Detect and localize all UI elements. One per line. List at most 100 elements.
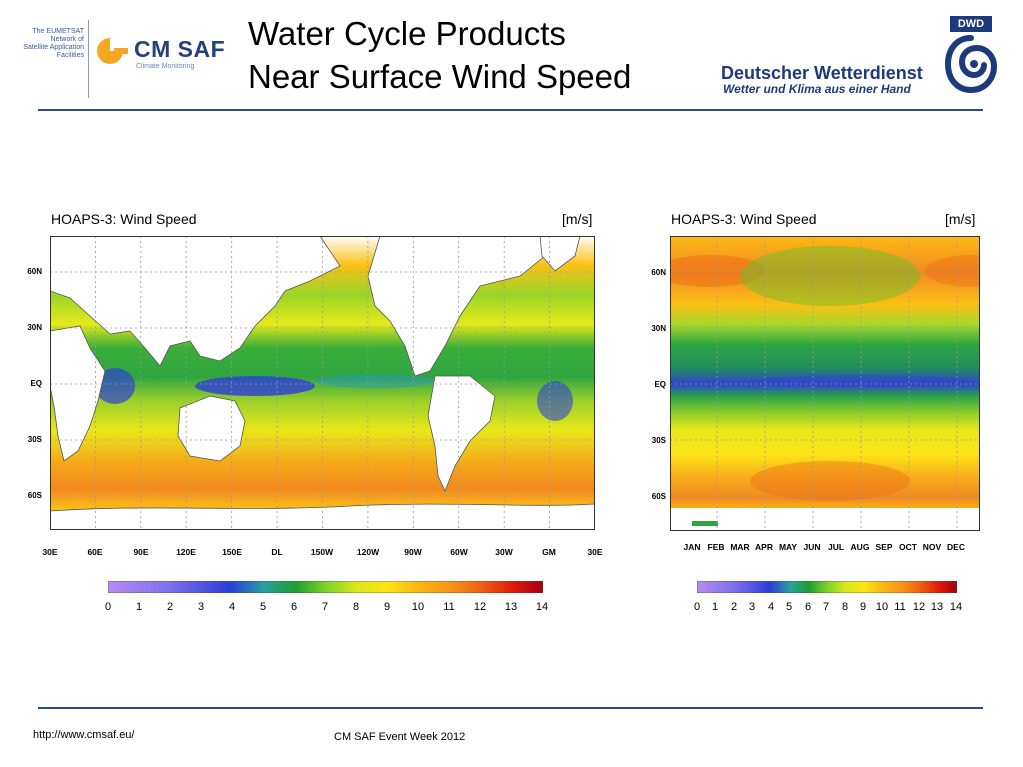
left-lon-label: 90W [404,547,422,557]
month-label: JUL [827,542,845,552]
right-colorbar-tick: 1 [711,601,719,613]
right-lat-label: 60S [651,492,666,501]
right-lat-label: EQ [654,380,666,389]
dwd-slogan: Wetter und Klima aus einer Hand [723,82,911,96]
right-colorbar-tick: 13 [930,601,944,613]
low-wind-patch [537,381,573,421]
month-label: JUN [803,542,821,552]
left-colorbar-tick: 7 [321,601,329,613]
left-map-plot [50,236,595,530]
left-colorbar-tick: 4 [228,601,236,613]
seasonal-high-wind [750,461,910,501]
right-plot-unit: [m/s] [945,211,976,227]
left-colorbar-tick: 5 [259,601,267,613]
month-label: AUG [850,542,870,552]
eumetsat-line: Satellite Application [23,44,84,51]
month-label: DEC [947,542,965,552]
left-plot-title: HOAPS-3: Wind Speed [51,211,197,227]
left-lon-label: DL [271,547,283,557]
month-label: FEB [707,542,725,552]
right-colorbar-tick: 11 [894,601,906,613]
left-colorbar-tick: 11 [443,601,455,613]
right-plot-title: HOAPS-3: Wind Speed [671,211,817,227]
right-colorbar-tick: 8 [841,601,849,613]
month-label: OCT [899,542,917,552]
footer-url-link[interactable]: http://www.cmsaf.eu/ [33,729,135,741]
cmsaf-logo-subtext: Climate Monitoring [136,63,195,70]
footer-rule [38,707,983,709]
dwd-name: Deutscher Wetterdienst [721,63,923,83]
left-colorbar-tick: 8 [352,601,360,613]
footer-event: CM SAF Event Week 2012 [334,731,466,743]
right-hovmoller-plot [670,236,980,531]
seasonal-low-wind [750,375,970,387]
dwd-swirl-icon [944,35,998,94]
right-lat-label: 60N [651,268,666,277]
left-lon-label: 60E [87,547,103,557]
right-colorbar-tick: 0 [693,601,701,613]
seasonal-low-wind [740,246,920,306]
right-lat-label: 30S [651,436,666,445]
right-colorbar-tick: 6 [804,601,812,613]
south-america-land [427,375,496,493]
cmsaf-logo: CM SAF Climate Monitoring [96,34,226,74]
hovmoller-gridlines [670,236,980,531]
left-colorbar-tick: 10 [411,601,425,613]
right-lat-label: 30N [651,324,666,333]
right-colorbar-tick: 10 [875,601,889,613]
left-plot-unit: [m/s] [562,211,593,227]
low-wind-patch [195,376,315,396]
left-colorbar-tick: 3 [197,601,205,613]
left-colorbar [107,580,544,594]
right-colorbar-tick: 3 [748,601,756,613]
eumetsat-logo-text: The EUMETSAT Network of Satellite Applic… [14,28,84,60]
left-lat-label: EQ [30,379,42,388]
right-colorbar-tick: 4 [767,601,775,613]
right-colorbar-tick: 7 [822,601,830,613]
low-wind-patch [315,374,435,388]
left-lon-label: 60W [450,547,468,557]
page-title-line1: Water Cycle Products [248,15,566,52]
right-colorbar [696,580,958,594]
dwd-badge: DWD [950,16,992,32]
left-lat-label: 60N [27,267,42,276]
right-colorbar-tick: 5 [785,601,793,613]
australia-land [177,395,246,462]
month-label: MAY [778,542,798,552]
right-colorbar-tick: 2 [730,601,738,613]
eumetsat-line: Facilities [56,52,84,59]
right-colorbar-tick: 14 [949,601,963,613]
left-lon-label: 150E [222,547,242,557]
left-colorbar-tick: 13 [504,601,518,613]
month-label: SEP [875,542,893,552]
left-colorbar-tick: 9 [383,601,391,613]
left-lon-label: GM [542,547,556,557]
left-lon-label: 30E [42,547,58,557]
left-lat-label: 30S [27,435,42,444]
eurasia-land [50,236,341,367]
right-colorbar-tick: 9 [859,601,867,613]
map-gridlines [50,236,595,530]
left-lat-label: 60S [27,491,42,500]
seasonal-high-wind [925,255,980,287]
left-lon-label: 90E [133,547,149,557]
left-lon-label: 120W [356,547,380,557]
month-label: JAN [683,542,701,552]
left-lon-label: 120E [176,547,196,557]
cmsaf-logo-mark-icon [97,38,128,64]
logo-divider [88,20,89,98]
left-lon-label: 150W [310,547,334,557]
left-lon-label: 30E [587,547,603,557]
month-label: APR [755,542,773,552]
left-colorbar-tick: 14 [535,601,549,613]
left-colorbar-tick: 2 [166,601,174,613]
cmsaf-logo-text: CM SAF [134,36,226,62]
left-colorbar-tick: 1 [135,601,143,613]
month-label: MAR [730,542,750,552]
page-title-line2: Near Surface Wind Speed [248,58,632,95]
left-colorbar-tick: 12 [473,601,487,613]
right-colorbar-tick: 12 [912,601,926,613]
dwd-badge-label: DWD [957,18,985,30]
small-green-patch [692,521,718,526]
low-wind-patch [95,368,135,404]
